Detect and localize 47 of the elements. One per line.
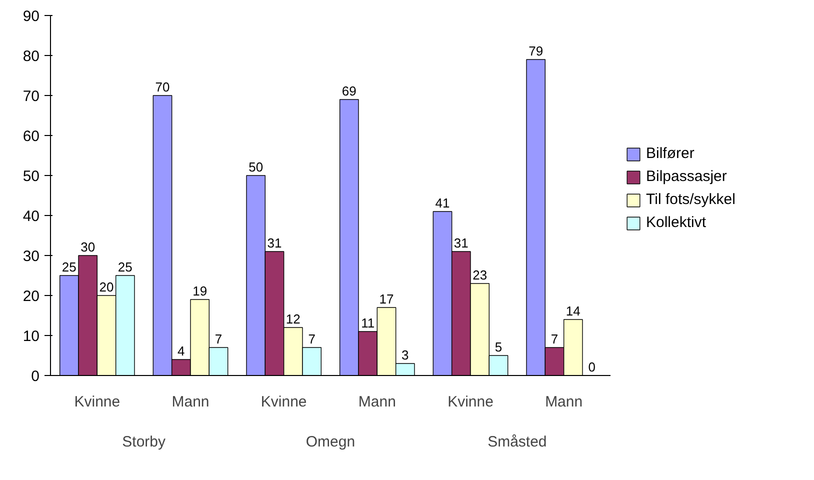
- data-label: 5: [494, 340, 502, 354]
- y-tick-label: 30: [22, 248, 40, 265]
- data-label: 20: [99, 280, 114, 294]
- data-label: 31: [267, 236, 282, 250]
- y-tick-label: 70: [22, 88, 40, 105]
- data-label: 4: [178, 344, 185, 358]
- text: Omegn: [306, 434, 356, 450]
- y-tick-label: 80: [22, 48, 40, 65]
- x-tick-label: Kvinne: [74, 394, 120, 410]
- y-tick-label: 50: [22, 168, 40, 185]
- data-label: 7: [308, 332, 316, 346]
- y-tick-label: 0: [31, 368, 40, 385]
- data-label: 41: [435, 196, 450, 210]
- x-tick-label: Kvinne: [260, 394, 307, 410]
- data-label: 25: [62, 260, 76, 274]
- text: Storby: [122, 434, 166, 450]
- data-label: 7: [550, 332, 558, 346]
- x-tick-label: Mann: [358, 394, 396, 410]
- data-label: 23: [472, 268, 488, 282]
- text: Småsted: [488, 434, 547, 450]
- data-label: 31: [454, 236, 468, 250]
- legend-label: Kollektivt: [646, 214, 706, 231]
- x-tick-label: Mann: [172, 394, 210, 410]
- y-tick-label: 10: [22, 328, 40, 345]
- data-label: 14: [566, 304, 580, 318]
- data-label: 79: [528, 44, 544, 58]
- data-label: 12: [286, 312, 300, 326]
- y-tick-label: 40: [22, 208, 40, 225]
- data-label: 69: [342, 84, 356, 98]
- x-tick-label: Kvinne: [448, 394, 494, 410]
- data-label: 17: [379, 292, 394, 306]
- legend-label: Bilfører: [646, 145, 694, 162]
- y-tick-label: 60: [22, 128, 40, 145]
- data-label: 3: [402, 348, 409, 362]
- legend-label: Bilpassasjer: [646, 168, 727, 185]
- x-tick-label: Mann: [545, 394, 583, 410]
- data-label: 70: [155, 80, 170, 94]
- data-label: 7: [214, 332, 222, 346]
- data-label: 0: [588, 360, 596, 374]
- y-tick-label: 90: [22, 8, 40, 25]
- data-label: 50: [248, 160, 264, 174]
- data-label: 19: [192, 284, 208, 298]
- data-label: 30: [80, 240, 96, 254]
- data-label: 25: [118, 260, 132, 274]
- legend-label: Til fots/sykkel: [646, 191, 736, 208]
- y-tick-label: 20: [22, 288, 40, 305]
- data-label: 11: [361, 316, 375, 330]
